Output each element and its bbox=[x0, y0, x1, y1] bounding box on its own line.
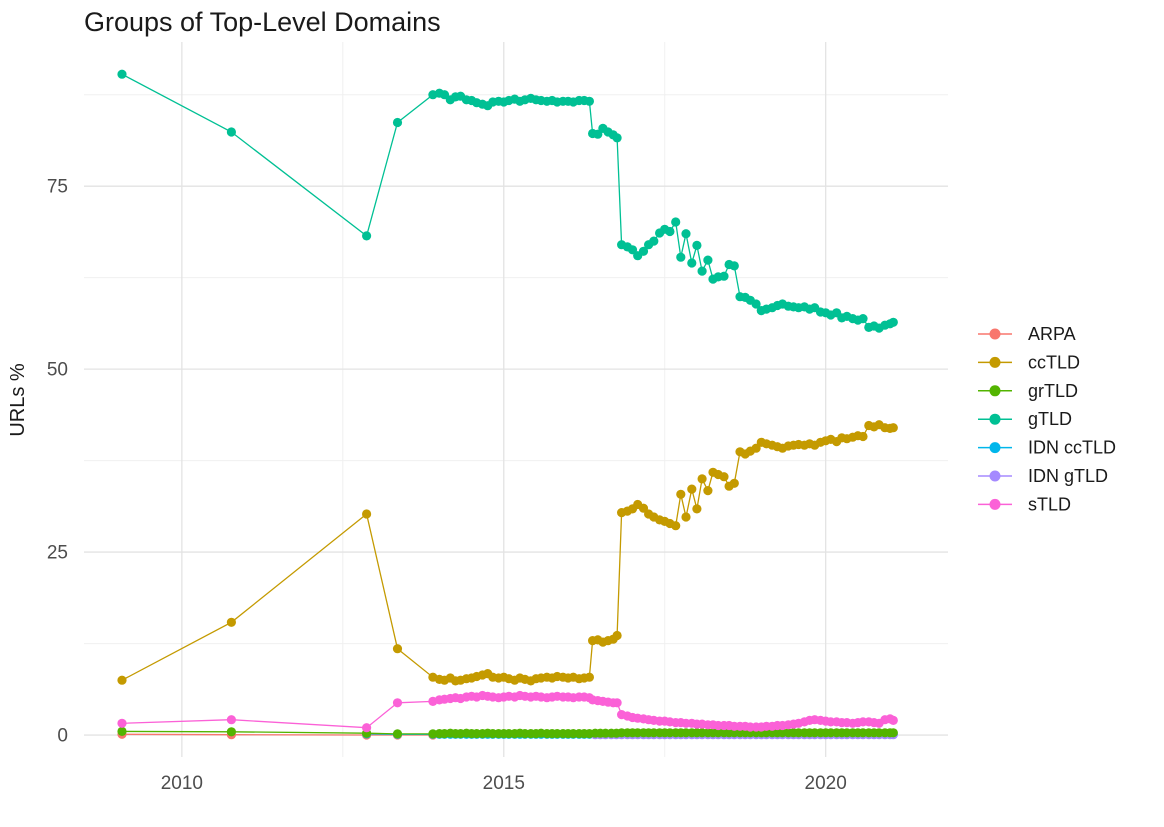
data-point-gtld bbox=[697, 266, 707, 276]
legend-item-gtld: gTLD bbox=[978, 409, 1072, 429]
data-point-gtld bbox=[649, 236, 659, 246]
legend-key-dot-gtld bbox=[989, 413, 1001, 425]
legend-key-dot-arpa bbox=[989, 328, 1001, 340]
data-point-stld bbox=[888, 715, 898, 726]
data-point-stld bbox=[226, 715, 236, 725]
y-tick-label: 50 bbox=[47, 360, 68, 381]
data-point-gtld bbox=[692, 240, 702, 250]
data-point-cctld bbox=[719, 472, 729, 482]
data-point-gtld bbox=[858, 314, 868, 324]
x-axis-tick-labels: 2010 2015 2020 bbox=[161, 773, 847, 794]
x-tick-label: 2020 bbox=[805, 773, 847, 794]
data-point-cctld bbox=[697, 474, 707, 484]
data-point-gtld bbox=[612, 133, 622, 143]
data-point-gtld bbox=[671, 217, 681, 227]
data-point-gtld bbox=[665, 226, 675, 237]
data-point-gtld bbox=[888, 317, 898, 327]
data-point-gtld bbox=[687, 258, 697, 268]
data-point-cctld bbox=[888, 423, 898, 433]
legend-label-grtld: grTLD bbox=[1028, 381, 1078, 401]
legend: ARPA ccTLD grTLD gTLD IDN ccTLD IDN gTLD sTLD bbox=[978, 324, 1116, 514]
legend-label-idn-cctld: IDN ccTLD bbox=[1028, 438, 1116, 458]
data-point-gtld bbox=[751, 299, 761, 309]
series-line-gtld bbox=[121, 73, 894, 329]
data-point-cctld bbox=[692, 504, 702, 514]
y-axis-tick-labels: 0 25 50 75 bbox=[47, 177, 68, 747]
data-point-cctld bbox=[117, 675, 127, 685]
y-axis-title: URLs % bbox=[7, 363, 29, 437]
data-point-stld bbox=[117, 718, 127, 728]
data-point-gtld bbox=[226, 127, 236, 137]
data-point-cctld bbox=[392, 644, 403, 654]
data-point-gtld bbox=[638, 246, 649, 256]
data-point-cctld bbox=[612, 630, 622, 641]
legend-item-stld: sTLD bbox=[978, 494, 1071, 514]
data-point-grtld bbox=[888, 728, 898, 738]
x-tick-label: 2010 bbox=[161, 773, 203, 794]
data-point-cctld bbox=[703, 486, 713, 496]
data-point-gtld bbox=[703, 255, 713, 265]
data-point-cctld bbox=[676, 489, 686, 499]
data-point-cctld bbox=[858, 431, 868, 442]
data-point-grtld bbox=[428, 729, 438, 739]
data-point-cctld bbox=[584, 672, 595, 682]
data-point-gtld bbox=[584, 96, 595, 106]
data-point-gtld bbox=[117, 69, 127, 79]
legend-label-gtld: gTLD bbox=[1028, 409, 1072, 429]
legend-label-stld: sTLD bbox=[1028, 494, 1071, 514]
data-point-gtld bbox=[719, 271, 729, 281]
legend-item-idn-cctld: IDN ccTLD bbox=[978, 438, 1116, 458]
legend-key-dot-grtld bbox=[989, 385, 1001, 397]
data-point-grtld bbox=[392, 729, 403, 739]
data-point-stld bbox=[362, 723, 372, 733]
data-point-cctld bbox=[687, 484, 697, 494]
legend-key-dot-cctld bbox=[989, 356, 1001, 368]
chart-title: Groups of Top-Level Domains bbox=[84, 7, 441, 37]
series-stld bbox=[117, 690, 898, 733]
data-point-cctld bbox=[362, 509, 372, 519]
legend-item-grtld: grTLD bbox=[978, 381, 1078, 401]
x-tick-label: 2015 bbox=[483, 773, 525, 794]
data-series bbox=[117, 69, 898, 740]
data-point-cctld bbox=[671, 521, 681, 531]
data-point-gtld bbox=[392, 117, 403, 128]
legend-key-dot-stld bbox=[989, 498, 1001, 510]
data-point-cctld bbox=[226, 617, 236, 627]
data-point-cctld bbox=[681, 512, 691, 522]
series-gtld bbox=[117, 69, 898, 333]
legend-label-arpa: ARPA bbox=[1028, 324, 1076, 344]
y-tick-label: 0 bbox=[57, 726, 68, 747]
legend-key-dot-idn-gtld bbox=[989, 470, 1001, 482]
legend-item-cctld: ccTLD bbox=[978, 352, 1080, 372]
data-point-gtld bbox=[627, 245, 638, 255]
data-point-gtld bbox=[681, 229, 691, 239]
series-grtld bbox=[117, 726, 898, 739]
data-point-cctld bbox=[729, 478, 739, 488]
series-line-cctld bbox=[121, 423, 894, 682]
y-tick-label: 75 bbox=[47, 177, 68, 198]
gridlines bbox=[84, 42, 948, 757]
data-point-grtld bbox=[226, 727, 236, 737]
data-point-stld bbox=[392, 698, 403, 708]
data-point-gtld bbox=[676, 252, 686, 262]
series-cctld bbox=[117, 420, 898, 686]
legend-item-arpa: ARPA bbox=[978, 324, 1076, 344]
legend-label-idn-gtld: IDN gTLD bbox=[1028, 466, 1108, 486]
data-point-cctld bbox=[751, 443, 761, 453]
data-point-gtld bbox=[729, 261, 739, 271]
y-tick-label: 25 bbox=[47, 543, 68, 564]
legend-label-cctld: ccTLD bbox=[1028, 352, 1080, 372]
data-point-stld bbox=[612, 698, 622, 708]
legend-key-dot-idn-cctld bbox=[989, 442, 1001, 454]
legend-item-idn-gtld: IDN gTLD bbox=[978, 466, 1108, 486]
data-point-gtld bbox=[362, 231, 372, 241]
data-point-grtld bbox=[117, 726, 127, 737]
